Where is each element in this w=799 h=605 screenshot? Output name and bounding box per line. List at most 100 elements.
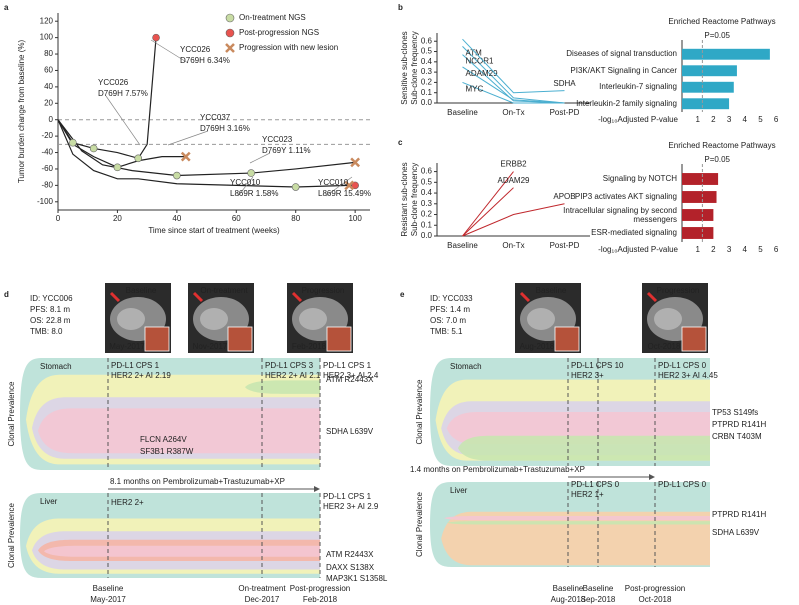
- x-tick-label: On-Tx: [502, 108, 524, 117]
- annotation: YCC010: [230, 178, 261, 187]
- clinical-note: PD-L1 CPS 0: [658, 480, 707, 489]
- y-tick-label: 0.6: [421, 167, 433, 176]
- timepoint-label: On-treatment: [238, 584, 286, 593]
- series-line: [462, 171, 514, 237]
- series-line: [462, 81, 565, 104]
- marker: [291, 183, 300, 191]
- y-tick-label: 0.0: [421, 98, 433, 107]
- y-axis-label: Clonal Prevalence: [415, 379, 424, 444]
- arrow-icon: [109, 291, 121, 303]
- chart-title: Enriched Reactome Pathways: [668, 141, 775, 150]
- x-tick-label: 5: [758, 245, 763, 254]
- annotation: L869R 15.49%: [318, 189, 371, 198]
- y-tick-label: -80: [41, 180, 53, 189]
- annotation: YCC010: [318, 178, 349, 187]
- case-info: ID: YCC006: [30, 294, 73, 303]
- y-tick-label: 0: [49, 115, 54, 124]
- y-axis-label: Sensitive sub-clones: [400, 31, 409, 104]
- arrow-icon: [646, 291, 658, 303]
- annotation: YCC023: [262, 135, 293, 144]
- arrow-head: [314, 486, 320, 492]
- x-tick-label: 4: [743, 115, 748, 124]
- series-line: [462, 203, 565, 237]
- chart-title: Enriched Reactome Pathways: [668, 17, 775, 26]
- series-line: [57, 119, 356, 177]
- ct-organ: [200, 308, 228, 330]
- y-tick-label: 100: [40, 33, 54, 42]
- panel-letter: c: [398, 138, 403, 147]
- endoscopy-inset: [326, 326, 352, 352]
- category-label: Intracellular signaling by second messen…: [563, 206, 677, 224]
- y-axis-label: Sub-clone frequency: [410, 31, 419, 104]
- endoscopy-inset: [227, 326, 253, 352]
- x-axis-label: -log₁₀Adjusted P-value: [598, 115, 678, 124]
- arrow-icon: [291, 291, 303, 303]
- fish-clone: [245, 380, 320, 394]
- ct-organ: [654, 308, 682, 330]
- y-tick-label: 120: [40, 16, 54, 25]
- annotation: YCC026: [98, 78, 129, 87]
- image-stage: Baseline: [536, 286, 567, 295]
- marker: [351, 181, 359, 190]
- y-tick-label: 0.2: [421, 78, 433, 87]
- legend-symbol: [225, 28, 235, 38]
- category-label: Diseases of signal transduction: [566, 49, 677, 59]
- y-tick-label: 0.3: [421, 199, 433, 208]
- fish-clone: [441, 511, 710, 566]
- x-tick-label: 5: [758, 115, 763, 124]
- y-tick-label: 80: [44, 49, 53, 58]
- timepoint-label: Post-progression: [290, 584, 350, 593]
- annotation: YCC037: [200, 113, 231, 122]
- y-tick-label: 0.3: [421, 67, 433, 76]
- annotation: D769H 6.34%: [180, 56, 230, 65]
- timepoint-label: Aug-2018: [551, 595, 586, 604]
- x-tick-label: Baseline: [447, 241, 478, 250]
- ct-organ: [299, 308, 327, 330]
- y-tick-label: 20: [44, 98, 53, 107]
- y-tick-label: -100: [37, 197, 54, 206]
- clinical-note: PD-L1 CPS 1: [323, 361, 372, 370]
- series-label: ADAM29: [497, 176, 530, 185]
- y-axis-label: Sub-clone frequency: [410, 163, 419, 236]
- legend-symbol: [225, 43, 235, 53]
- y-tick-label: -20: [41, 131, 53, 140]
- bar: [682, 191, 717, 203]
- clinical-note: PD-L1 CPS 0: [658, 361, 707, 370]
- threshold-label: P=0.05: [704, 155, 730, 164]
- tissue-name: Stomach: [450, 362, 482, 371]
- marker: [344, 180, 355, 191]
- series-line: [57, 119, 356, 188]
- y-tick-label: 0.4: [421, 188, 433, 197]
- bar: [682, 173, 719, 185]
- marker: [134, 154, 143, 163]
- timepoint-label: Feb-2018: [303, 595, 338, 604]
- timepoint-label: Baseline: [583, 584, 614, 593]
- clinical-note: HER2 3+ AI 4.45: [658, 371, 718, 380]
- timepoint-label: Sep-2018: [581, 595, 616, 604]
- x-tick-label: 1: [695, 245, 700, 254]
- marker: [113, 163, 122, 172]
- annotation: D769H 7.57%: [98, 89, 148, 98]
- bar: [682, 209, 714, 221]
- fish-clone: [444, 516, 710, 521]
- x-tick-label: Post-PD: [550, 108, 580, 117]
- panel-letter: b: [398, 3, 403, 12]
- clinical-note: HER2 3+ AI 2.4: [323, 371, 379, 380]
- fish-clone: [44, 545, 320, 557]
- marker: [350, 157, 361, 168]
- x-tick-label: 40: [172, 214, 181, 223]
- timepoint-label: Baseline: [553, 584, 584, 593]
- series-line: [462, 46, 565, 104]
- mutation-label: ATM R2443X: [326, 550, 374, 559]
- x-tick-label: 6: [774, 115, 779, 124]
- image-stage: Progression: [302, 286, 345, 295]
- series-label: ADAM29: [466, 69, 499, 78]
- mutation-label: SDHA L639V: [712, 528, 760, 537]
- panel-letter: e: [400, 290, 405, 299]
- y-tick-label: 0.2: [421, 210, 433, 219]
- x-tick-label: 2: [711, 115, 716, 124]
- image-stage: Progression: [657, 286, 700, 295]
- mutation-label: TP53 S149fs: [712, 408, 758, 417]
- image-date: Oct-2018: [648, 342, 681, 351]
